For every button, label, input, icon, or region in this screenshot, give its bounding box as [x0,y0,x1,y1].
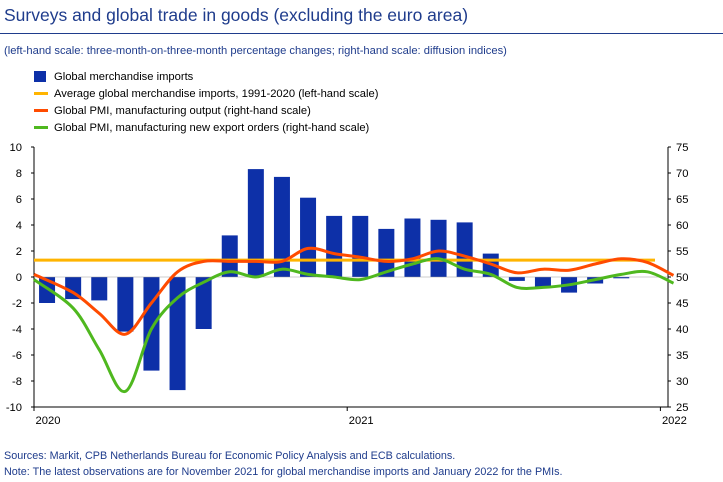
left-tick-label: 2 [16,246,22,258]
imports-bar [91,277,108,301]
imports-bar [430,219,447,277]
right-tick-label: 50 [676,272,688,284]
left-tick-label: 10 [10,142,22,154]
right-tick-label: 65 [676,194,688,206]
imports-bar [404,218,421,277]
imports-bar [169,277,186,391]
pmi-output-line [33,246,675,336]
legend-item-average: Average global merchandise imports, 1991… [34,85,378,102]
legend-swatch-imports [34,71,46,82]
left-tick-label: -4 [12,324,22,336]
right-tick-label: 75 [676,142,688,154]
legend-label-pmi-output: Global PMI, manufacturing output (right-… [54,104,311,117]
left-tick-label: -10 [6,402,22,414]
imports-bar [613,277,630,279]
chart-subtitle: (left-hand scale: three-month-on-three-m… [4,45,507,57]
imports-bar [300,197,317,277]
title-divider [0,33,723,34]
footer-sources: Sources: Markit, CPB Netherlands Bureau … [4,450,456,462]
imports-bar [117,277,134,332]
imports-bar [378,228,395,277]
imports-bar [221,235,238,277]
imports-bar [352,215,369,277]
right-tick-label: 55 [676,246,688,258]
left-tick-label: -2 [12,298,22,310]
left-tick-label: 4 [16,220,22,232]
right-tick-label: 60 [676,220,688,232]
legend-swatch-average [34,92,48,95]
imports-bar [534,277,551,288]
right-tick-label: 45 [676,298,688,310]
x-tick-label: 2020 [36,415,61,427]
imports-bar [247,169,264,277]
imports-bar [39,277,56,303]
left-tick-label: -6 [12,350,22,362]
imports-bar [456,222,473,277]
right-tick-label: 40 [676,324,688,336]
left-tick-label: 8 [16,168,22,180]
left-tick-label: -8 [12,376,22,388]
footer-note: Note: The latest observations are for No… [4,466,563,478]
legend-label-average: Average global merchandise imports, 1991… [54,87,379,100]
imports-bar [508,277,525,281]
chart-title: Surveys and global trade in goods (exclu… [4,5,469,25]
pmi-export-line [33,257,675,393]
imports-bar [143,277,160,371]
legend: Global merchandise imports Average globa… [34,68,378,136]
imports-bar [326,215,343,277]
right-tick-label: 70 [676,168,688,180]
x-tick-label: 2022 [662,415,687,427]
left-tick-label: 0 [16,272,22,284]
right-tick-label: 30 [676,376,688,388]
imports-bar [273,176,290,277]
left-tick-label: 6 [16,194,22,206]
x-tick-label: 2021 [349,415,374,427]
legend-swatch-pmi-output [34,109,48,112]
legend-item-imports: Global merchandise imports [34,68,378,85]
legend-item-pmi-output: Global PMI, manufacturing output (right-… [34,102,378,119]
imports-bar [195,277,212,329]
right-tick-label: 35 [676,350,688,362]
legend-item-pmi-export: Global PMI, manufacturing new export ord… [34,119,378,136]
legend-label-pmi-export: Global PMI, manufacturing new export ord… [54,121,370,134]
legend-swatch-pmi-export [34,126,48,129]
right-tick-label: 25 [676,402,688,414]
legend-label-imports: Global merchandise imports [54,70,194,83]
